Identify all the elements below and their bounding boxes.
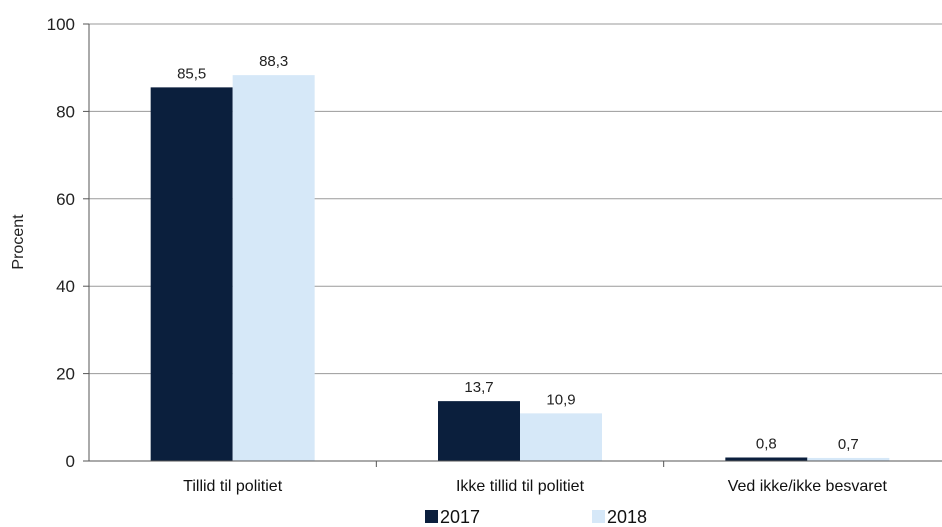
x-axis-labels: Tillid til politiet Ikke tillid til polit… [183, 478, 887, 495]
data-label: 0,7 [838, 436, 859, 453]
x-category-label: Ved ikke/ikke besvaret [728, 478, 888, 495]
bars [150, 75, 890, 462]
data-label: 88,3 [259, 53, 288, 70]
y-tick-label: 80 [56, 102, 75, 121]
y-tick-label: 20 [56, 365, 75, 384]
y-tick-label: 100 [47, 15, 75, 34]
y-tick-label: 60 [56, 190, 75, 209]
x-category-label: Ikke tillid til politiet [456, 478, 585, 495]
bar-2018 [520, 413, 602, 461]
y-axis-title: Procent [10, 214, 27, 270]
data-label: 10,9 [546, 391, 575, 408]
data-label: 13,7 [464, 379, 493, 396]
axes [88, 24, 942, 467]
legend-label: 2018 [607, 507, 647, 527]
bar-2018 [807, 457, 890, 461]
legend-swatch [592, 510, 605, 523]
y-tick-label: 40 [56, 277, 75, 296]
bar-2017 [150, 87, 233, 462]
data-label: 85,5 [177, 65, 206, 82]
legend: 2017 2018 [425, 507, 647, 527]
data-label: 0,8 [756, 436, 777, 453]
x-category-label: Tillid til politiet [183, 478, 283, 495]
bar-2017 [725, 457, 808, 461]
y-axis-ticks: 0 20 40 60 80 100 [47, 15, 89, 471]
bar-2018 [232, 75, 315, 461]
bar-2017 [438, 401, 520, 461]
legend-swatch [425, 510, 438, 523]
legend-label: 2017 [440, 507, 480, 527]
y-tick-label: 0 [66, 452, 75, 471]
data-labels: 85,5 88,3 13,7 10,9 0,8 0,7 [177, 53, 859, 453]
